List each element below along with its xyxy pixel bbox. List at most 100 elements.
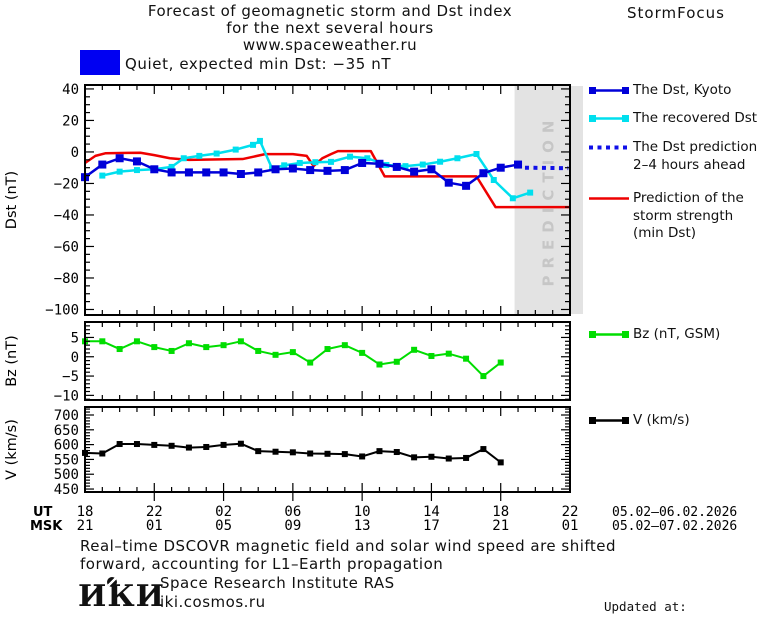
series-v-km-s-marker <box>289 449 296 456</box>
series-the-recovered-dst-marker <box>168 163 175 170</box>
series-the-dst-kyoto-marker <box>358 158 367 167</box>
legend-label-line: Bz (nT, GSM) <box>633 326 721 342</box>
series-v-km-s-marker <box>220 441 227 448</box>
series-v-km-s-marker <box>307 450 314 457</box>
page-title: Forecast of geomagnetic storm and Dst in… <box>80 3 580 54</box>
series-v-km-s-marker <box>185 444 192 451</box>
series-the-recovered-dst-marker <box>232 146 239 153</box>
x-tick-label-msk: 01 <box>562 518 579 534</box>
x-tick-label-msk: 09 <box>284 518 301 534</box>
x-tick-label-ut: 22 <box>146 504 163 520</box>
footnote-line-1: Real–time DSCOVR magnetic field and sola… <box>80 537 617 555</box>
series-the-recovered-dst-marker <box>509 195 516 202</box>
legend-item-bz-nt-gsm: Bz (nT, GSM) <box>588 326 720 344</box>
x-tick-label-ut: 10 <box>354 504 371 520</box>
series-the-dst-kyoto-marker <box>115 154 124 163</box>
panel-frame <box>84 84 571 316</box>
series-the-dst-kyoto-marker <box>288 164 297 173</box>
series-bz-nt-gsm-marker <box>151 344 158 351</box>
y-tick-label: 600 <box>54 438 79 454</box>
y-tick-label: −40 <box>54 208 79 224</box>
institute-block: Space Research Institute RAS iki.cosmos.… <box>160 574 395 612</box>
series-the-recovered-dst-marker <box>402 163 409 170</box>
series-v-km-s-marker <box>116 441 123 448</box>
iki-logo: ИКИ <box>78 577 165 614</box>
series-the-recovered-dst-marker <box>419 161 426 168</box>
series-the-dst-kyoto-marker <box>444 178 453 187</box>
msk-row-label: MSK <box>30 519 63 534</box>
x-tick-label-ut: 18 <box>77 504 94 520</box>
legend-label-line: The Dst prediction <box>633 139 758 155</box>
legend-swatch <box>589 115 629 122</box>
legend-item-prediction-of-the: Prediction of the storm strength (min Dst) <box>588 190 744 243</box>
series-v-km-s-marker <box>497 459 504 466</box>
series-the-recovered-dst-marker <box>312 159 319 166</box>
series-the-recovered-dst-marker <box>327 158 334 165</box>
series-the-recovered-dst-marker <box>473 151 480 157</box>
series-bz-nt-gsm-marker <box>324 346 331 353</box>
updated-block: Updated at: UT 18:05, 06.02.2026 MSK 21:… <box>604 564 760 620</box>
ut-date-label: 05.02–06.02.2026 <box>612 505 737 520</box>
legend-swatch <box>589 417 629 424</box>
series-v-km-s-marker <box>237 440 244 447</box>
series-the-dst-kyoto-marker <box>340 166 349 175</box>
legend-item-the-dst-kyoto: The Dst, Kyoto <box>588 82 731 100</box>
footnote-line-2: forward, accounting for L1–Earth propaga… <box>80 555 444 573</box>
series-v-km-s-marker <box>411 454 418 461</box>
msk-date-label: 05.02–07.02.2026 <box>612 519 737 534</box>
series-the-recovered-dst-marker <box>347 153 354 160</box>
series-bz-nt-gsm-marker <box>307 359 314 366</box>
series-the-recovered-dst-marker <box>256 137 263 144</box>
x-tick-label-msk: 21 <box>492 518 509 534</box>
series-bz-nt-gsm-marker <box>376 361 383 368</box>
prediction-band <box>514 86 583 314</box>
legend-item-v-km-s: V (km/s) <box>588 412 690 430</box>
series-v-km-s-marker <box>393 449 400 456</box>
y-tick-label: −80 <box>54 271 79 287</box>
series-v-km-s-marker <box>99 450 106 457</box>
legend-swatch-marker <box>589 417 596 424</box>
legend-swatch-marker <box>622 331 629 338</box>
legend-item-the-recovered-dst: The recovered Dst <box>588 110 757 128</box>
page-title-line-2: for the next several hours <box>226 19 434 37</box>
y-tick-label: 500 <box>54 467 79 483</box>
updated-heading: Updated at: <box>604 599 687 614</box>
series-bz-nt-gsm-marker <box>428 352 435 359</box>
x-tick-label-ut: 22 <box>562 504 579 520</box>
series-the-recovered-dst-marker <box>454 155 461 162</box>
series-the-recovered-dst-marker <box>250 141 257 148</box>
y-tick-label: −20 <box>54 176 79 192</box>
legend-swatch-marker <box>589 331 596 338</box>
series-prediction-of-the-storm-strength-min-dst-line <box>84 149 570 209</box>
series-bz-nt-gsm-marker <box>359 349 366 356</box>
x-tick-label-ut: 14 <box>423 504 440 520</box>
series-the-dst-kyoto-marker <box>184 168 193 177</box>
series-bz-nt-gsm-marker <box>168 347 175 354</box>
x-tick-label-msk: 05 <box>215 518 232 534</box>
quiet-status-swatch <box>80 50 120 75</box>
series-bz-nt-gsm-marker <box>341 342 348 349</box>
x-tick-label-msk: 17 <box>423 518 440 534</box>
series-the-recovered-dst-marker <box>281 162 288 169</box>
series-v-km-s-marker <box>359 453 366 460</box>
series-the-dst-kyoto-marker <box>271 165 280 174</box>
series-the-recovered-dst-marker <box>296 159 303 166</box>
series-bz-nt-gsm-marker <box>220 342 227 349</box>
legend-label: The Dst prediction 2–4 hours ahead <box>633 139 757 174</box>
series-v-km-s-marker <box>272 448 279 455</box>
series-v-km-s-marker <box>341 451 348 458</box>
y-tick-label: 20 <box>62 113 79 129</box>
series-bz-nt-gsm-marker <box>411 346 418 353</box>
legend-swatch-marker <box>589 115 596 122</box>
x-tick-label-msk: 01 <box>146 518 163 534</box>
legend-label-line: storm strength <box>633 207 734 224</box>
chart-legend: The Dst, Kyoto The recovered Dst The Dst p… <box>588 0 760 460</box>
bz-panel: 5 0 −5 −10 Bz (nT) <box>4 321 571 404</box>
legend-label-line: The recovered Dst <box>633 110 758 126</box>
series-the-dst-kyoto-marker <box>236 170 245 179</box>
series-bz-nt-gsm-marker <box>445 350 452 357</box>
y-tick-label: −100 <box>45 302 79 318</box>
